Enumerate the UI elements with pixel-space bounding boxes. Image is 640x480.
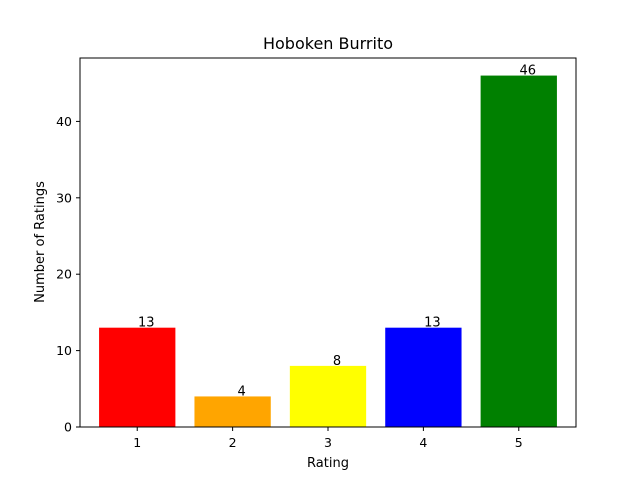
y-axis-ticks: 0 10 20 30 40 <box>56 114 80 435</box>
bar-rating-1 <box>99 327 176 427</box>
data-label-rating-1: 13 <box>138 316 155 331</box>
data-label-rating-4: 13 <box>424 316 441 331</box>
plot-area-frame <box>79 57 577 428</box>
bar-rating-3 <box>289 365 367 427</box>
x-tick-label: 3 <box>324 435 332 450</box>
x-axis-ticks: 1 2 3 4 5 <box>133 427 523 450</box>
bars-group <box>99 75 557 428</box>
x-tick-label: 5 <box>515 435 523 450</box>
bar-rating-5 <box>480 75 557 428</box>
x-axis-label: Rating <box>307 456 349 471</box>
y-tick-label: 30 <box>56 190 72 205</box>
y-tick-label: 40 <box>56 114 72 129</box>
y-tick-label: 10 <box>56 343 72 358</box>
data-label-rating-3: 8 <box>333 354 341 369</box>
x-tick-label: 4 <box>419 435 427 450</box>
y-tick-label: 0 <box>64 420 72 435</box>
chart-title: Hoboken Burrito <box>263 34 393 53</box>
data-labels-group: 13 4 8 13 46 <box>138 64 536 400</box>
x-tick-label: 1 <box>133 435 141 450</box>
bar-rating-4 <box>385 327 462 427</box>
bar-rating-2 <box>194 396 271 427</box>
x-tick-label: 2 <box>229 435 237 450</box>
y-tick-label: 20 <box>56 267 72 282</box>
data-label-rating-5: 46 <box>519 64 536 79</box>
data-label-rating-2: 4 <box>237 384 245 399</box>
y-axis-label: Number of Ratings <box>33 181 48 303</box>
